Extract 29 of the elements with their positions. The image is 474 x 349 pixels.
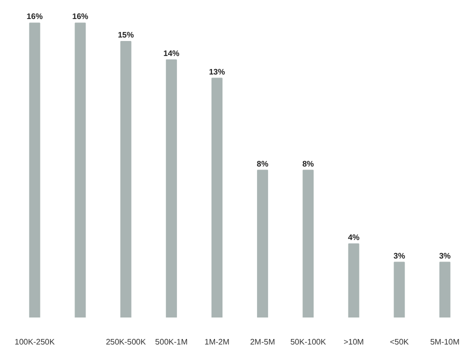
x-tick-label: 2M-5M [250, 338, 276, 346]
bar [394, 262, 405, 318]
x-tick-label: 250K-500K [106, 338, 147, 346]
data-label: 8% [256, 159, 268, 168]
data-label: 8% [302, 159, 314, 168]
data-label: 3% [439, 251, 451, 260]
bar [74, 22, 86, 318]
bar [348, 243, 360, 318]
data-label: 4% [348, 232, 360, 242]
x-tick-label: 100K-250K [14, 338, 56, 346]
data-label: 3% [394, 251, 406, 260]
x-tick-label: 500K-1M [155, 338, 188, 346]
bar [29, 22, 40, 318]
x-tick-label: 1M-2M [204, 338, 230, 346]
x-tick-label: <50K [390, 338, 410, 346]
data-label: 14% [163, 48, 180, 58]
data-label: 15% [118, 30, 134, 40]
bar [302, 170, 314, 318]
x-tick-label: 50K-100K [290, 338, 327, 346]
bar [439, 262, 450, 318]
bar [257, 170, 268, 318]
bar [211, 78, 223, 318]
data-label: 16% [26, 12, 43, 22]
bar [120, 41, 132, 318]
data-label: 16% [72, 12, 88, 22]
data-label: 13% [208, 67, 225, 76]
x-tick-label: >10M [344, 338, 364, 346]
x-tick-label: 5M-10M [430, 338, 460, 346]
bar [166, 59, 177, 318]
